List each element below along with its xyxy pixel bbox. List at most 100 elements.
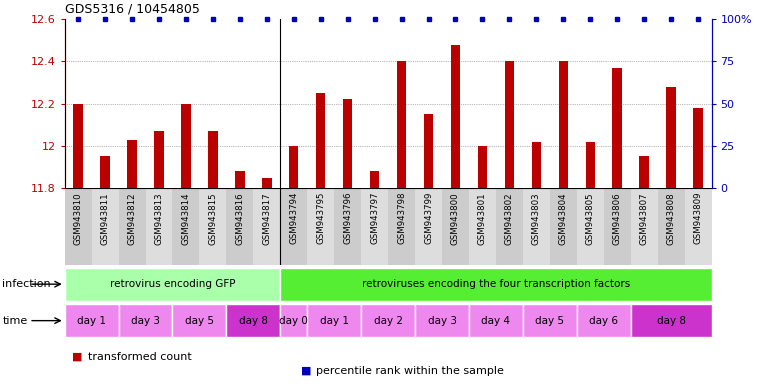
Text: GSM943811: GSM943811 bbox=[100, 192, 110, 245]
Text: day 3: day 3 bbox=[428, 316, 457, 326]
Bar bbox=[693, 108, 702, 188]
Bar bbox=[469, 304, 523, 337]
Bar bbox=[613, 68, 622, 188]
Bar bbox=[585, 142, 595, 188]
Text: GSM943812: GSM943812 bbox=[128, 192, 136, 245]
Text: GSM943794: GSM943794 bbox=[289, 192, 298, 245]
Bar bbox=[253, 188, 280, 265]
Bar bbox=[577, 304, 631, 337]
Text: retroviruses encoding the four transcription factors: retroviruses encoding the four transcrip… bbox=[361, 279, 630, 289]
Text: percentile rank within the sample: percentile rank within the sample bbox=[316, 366, 504, 376]
Bar bbox=[65, 188, 91, 265]
Text: GSM943796: GSM943796 bbox=[343, 192, 352, 245]
Text: GSM943816: GSM943816 bbox=[235, 192, 244, 245]
Bar bbox=[289, 146, 298, 188]
Bar bbox=[415, 304, 469, 337]
Text: GSM943798: GSM943798 bbox=[397, 192, 406, 245]
Bar bbox=[343, 99, 352, 188]
Bar bbox=[388, 188, 415, 265]
Bar bbox=[577, 188, 603, 265]
Bar bbox=[550, 188, 577, 265]
Text: retrovirus encoding GFP: retrovirus encoding GFP bbox=[110, 279, 235, 289]
Bar bbox=[65, 304, 119, 337]
Bar bbox=[154, 131, 164, 188]
Text: day 8: day 8 bbox=[239, 316, 268, 326]
Bar bbox=[532, 142, 541, 188]
Text: GSM943817: GSM943817 bbox=[263, 192, 272, 245]
Text: GSM943797: GSM943797 bbox=[370, 192, 379, 245]
Text: GSM943808: GSM943808 bbox=[667, 192, 676, 245]
Text: infection: infection bbox=[2, 279, 51, 289]
Bar bbox=[370, 171, 379, 188]
Bar bbox=[478, 146, 487, 188]
Bar bbox=[280, 188, 307, 265]
Bar bbox=[227, 304, 280, 337]
Text: ■: ■ bbox=[301, 366, 311, 376]
Text: day 3: day 3 bbox=[131, 316, 160, 326]
Bar bbox=[173, 304, 227, 337]
Bar bbox=[442, 188, 469, 265]
Bar bbox=[173, 188, 199, 265]
Text: GSM943800: GSM943800 bbox=[451, 192, 460, 245]
Bar bbox=[316, 93, 326, 188]
Bar bbox=[415, 188, 442, 265]
Text: GSM943815: GSM943815 bbox=[209, 192, 218, 245]
Text: day 1: day 1 bbox=[320, 316, 349, 326]
Text: GSM943805: GSM943805 bbox=[586, 192, 595, 245]
Bar bbox=[145, 188, 173, 265]
Text: GSM943807: GSM943807 bbox=[640, 192, 648, 245]
Text: day 8: day 8 bbox=[657, 316, 686, 326]
Bar bbox=[505, 61, 514, 188]
Text: GSM943814: GSM943814 bbox=[181, 192, 190, 245]
Bar bbox=[424, 114, 433, 188]
Text: GSM943804: GSM943804 bbox=[559, 192, 568, 245]
Bar bbox=[100, 157, 110, 188]
Text: transformed count: transformed count bbox=[88, 352, 191, 362]
Bar bbox=[262, 178, 272, 188]
Text: time: time bbox=[2, 316, 27, 326]
Bar bbox=[91, 188, 119, 265]
Bar bbox=[199, 188, 227, 265]
Text: GSM943810: GSM943810 bbox=[74, 192, 83, 245]
Text: day 5: day 5 bbox=[535, 316, 565, 326]
Bar bbox=[119, 304, 173, 337]
Bar bbox=[74, 104, 83, 188]
Bar bbox=[334, 188, 361, 265]
Bar bbox=[65, 268, 280, 301]
Bar bbox=[307, 304, 361, 337]
Bar bbox=[209, 131, 218, 188]
Bar bbox=[307, 188, 334, 265]
Bar bbox=[361, 304, 415, 337]
Bar bbox=[667, 87, 676, 188]
Bar bbox=[603, 188, 631, 265]
Bar bbox=[227, 188, 253, 265]
Bar bbox=[280, 304, 307, 337]
Bar bbox=[127, 140, 137, 188]
Text: GSM943803: GSM943803 bbox=[532, 192, 541, 245]
Text: GDS5316 / 10454805: GDS5316 / 10454805 bbox=[65, 2, 199, 15]
Bar bbox=[523, 188, 550, 265]
Bar bbox=[181, 104, 191, 188]
Text: day 1: day 1 bbox=[77, 316, 106, 326]
Bar bbox=[685, 188, 712, 265]
Bar bbox=[639, 157, 649, 188]
Bar bbox=[361, 188, 388, 265]
Bar bbox=[631, 188, 658, 265]
Bar bbox=[119, 188, 145, 265]
Bar bbox=[235, 171, 244, 188]
Text: day 2: day 2 bbox=[374, 316, 403, 326]
Text: GSM943795: GSM943795 bbox=[317, 192, 325, 245]
Bar bbox=[280, 268, 712, 301]
Text: GSM943799: GSM943799 bbox=[424, 192, 433, 244]
Text: day 0: day 0 bbox=[279, 316, 308, 326]
Text: GSM943809: GSM943809 bbox=[693, 192, 702, 245]
Text: GSM943801: GSM943801 bbox=[478, 192, 487, 245]
Text: ■: ■ bbox=[72, 352, 83, 362]
Text: GSM943806: GSM943806 bbox=[613, 192, 622, 245]
Bar bbox=[559, 61, 568, 188]
Bar bbox=[469, 188, 496, 265]
Bar bbox=[451, 45, 460, 188]
Bar bbox=[658, 188, 685, 265]
Text: GSM943802: GSM943802 bbox=[505, 192, 514, 245]
Bar bbox=[631, 304, 712, 337]
